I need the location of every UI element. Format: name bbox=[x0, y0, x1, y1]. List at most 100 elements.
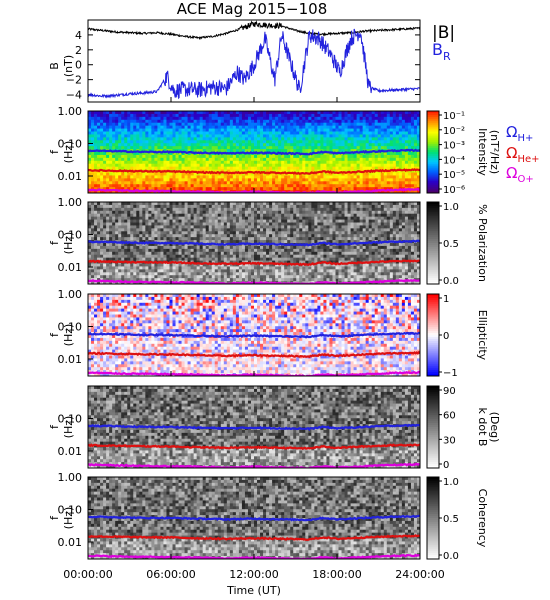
colorbar-tick-label: 10⁻⁴ bbox=[443, 155, 465, 166]
panel-2-ytick-label: 0.10 bbox=[58, 229, 83, 242]
x-axis-label: Time (UT) bbox=[226, 584, 281, 597]
x-tick-label: 18:00:00 bbox=[312, 568, 361, 581]
overlay-omega-he-line bbox=[88, 168, 420, 175]
legend-omega-he: ΩHe+ bbox=[506, 144, 540, 165]
panel-4-ylabel-line1: f bbox=[48, 424, 61, 429]
panel-3-image bbox=[88, 294, 420, 376]
colorbar-tick-label: 60 bbox=[443, 411, 456, 422]
panel-5-ylabel-line1: f bbox=[48, 515, 61, 520]
panel-4-ytick-label: 0.10 bbox=[58, 413, 83, 426]
overlay-omega-he-line bbox=[88, 350, 420, 359]
panel-1-image bbox=[88, 111, 420, 193]
panel-1-ytick-label: 1.00 bbox=[58, 105, 83, 118]
panel-4-k-dot-b: f (Hz) 0.01 0.10 0 30 60 90 k dot B (Deg) bbox=[48, 385, 501, 471]
panel-3-colorbar: −1 0 1 Ellipticity bbox=[426, 293, 489, 379]
colorbar-frame bbox=[426, 110, 440, 194]
legend-gyrofrequencies: ΩH+ ΩHe+ ΩO+ bbox=[506, 123, 540, 185]
chart-title: ACE Mag 2015−108 bbox=[177, 0, 328, 18]
panel-3-ytick-label: 1.00 bbox=[58, 288, 83, 301]
colorbar-tick-label: 10⁻⁵ bbox=[443, 170, 465, 181]
colorbar-label: Ellipticity bbox=[476, 310, 489, 361]
panel-0-ytick-label: 2 bbox=[75, 44, 82, 57]
panel-5-ylabel-line2: (Hz) bbox=[62, 507, 75, 530]
colorbar-tick-label: 30 bbox=[443, 435, 456, 446]
colorbar-tick-label: 0 bbox=[443, 331, 449, 342]
panel-2-image bbox=[88, 202, 420, 284]
colorbar-label: % Polarization bbox=[476, 204, 489, 282]
panel-5-colorbar: 0.0 0.5 1.0 Coherency bbox=[426, 476, 489, 562]
legend-b-magnitude: |B| bbox=[432, 23, 455, 43]
colorbar-tick-label: 10⁻⁶ bbox=[443, 185, 465, 196]
overlay-omega-he-line bbox=[88, 259, 420, 267]
series-b-r-line bbox=[88, 28, 420, 100]
x-tick-label: 06:00:00 bbox=[146, 568, 195, 581]
panel-0-ytick-label: 0 bbox=[75, 59, 82, 72]
panel-3-ellipticity: f (Hz) 0.01 0.10 1.00 −1 0 1 Ellipticity bbox=[48, 288, 489, 379]
panel-3-ylabel-line2: (Hz) bbox=[62, 324, 75, 347]
overlay-omega-h-line bbox=[88, 239, 420, 247]
overlay-omega-h-line bbox=[88, 423, 420, 431]
panel-2-colorbar: 0.0 0.5 1.0 % Polarization bbox=[426, 201, 489, 287]
panel-4-image bbox=[88, 386, 420, 468]
colorbar-tick-label: 0.5 bbox=[443, 514, 459, 525]
x-tick-label: 12:00:00 bbox=[229, 568, 278, 581]
panel-3-ytick-label: 0.01 bbox=[58, 353, 83, 366]
panel-4-ylabel-line2: (Hz) bbox=[62, 416, 75, 439]
panel-2-ytick-label: 1.00 bbox=[58, 196, 83, 209]
panel-2-ytick-label: 0.01 bbox=[58, 261, 83, 274]
overlay-omega-h-line bbox=[88, 148, 420, 156]
colorbar-tick-label: 10⁻² bbox=[443, 126, 465, 137]
colorbar-frame bbox=[426, 385, 440, 469]
colorbar-label: (Deg) bbox=[488, 412, 501, 443]
panel-1-intensity: f (Hz)0.010.101.00 10⁻¹10⁻²10⁻³10⁻⁴10⁻⁵10⁻… bbox=[48, 105, 501, 196]
overlay-omega-he-line bbox=[88, 534, 420, 542]
legend-omega-h: ΩH+ bbox=[506, 123, 533, 144]
colorbar-tick-label: 10⁻³ bbox=[443, 141, 465, 152]
colorbar-label: Intensity bbox=[476, 128, 489, 176]
panel-4-colorbar: 0 30 60 90 k dot B (Deg) bbox=[426, 385, 501, 471]
panel-3-ytick-label: 0.10 bbox=[58, 321, 83, 334]
overlay-omega-he-line bbox=[88, 443, 420, 451]
x-tick-label: 00:00:00 bbox=[63, 568, 112, 581]
overlay-omega-h-line bbox=[88, 514, 420, 522]
colorbar-label: Coherency bbox=[476, 489, 489, 548]
colorbar-tick-label: 0.0 bbox=[443, 551, 459, 562]
legend-b-r: BR bbox=[432, 40, 451, 63]
panel-3-ylabel-line1: f bbox=[48, 332, 61, 337]
colorbar-tick-label: 0 bbox=[443, 460, 449, 471]
panel-2---polarization: f (Hz) 0.01 0.10 1.00 0.0 0.5 1.0 % Polarization bbox=[48, 196, 489, 287]
overlay-omega-h-line bbox=[88, 331, 420, 339]
panel-0-ytick-label: −4 bbox=[66, 89, 82, 102]
colorbar-tick-label: −1 bbox=[443, 368, 458, 379]
panel-5-ytick-label: 0.01 bbox=[58, 536, 83, 549]
colorbar-label: (nT²/Hz) bbox=[488, 130, 501, 174]
panel-5-ytick-label: 0.10 bbox=[58, 504, 83, 517]
colorbar-tick-label: 10⁻¹ bbox=[443, 111, 465, 122]
panel-1-ylabel-line2: (Hz) bbox=[62, 141, 75, 164]
legend-b-r-sub: R bbox=[443, 50, 451, 63]
panel-0-ytick-label: 4 bbox=[75, 29, 82, 42]
legend-omega-o: ΩO+ bbox=[506, 164, 534, 185]
panel-4-ytick-label: 0.01 bbox=[58, 445, 83, 458]
panel-1-ylabel-line1: f bbox=[48, 149, 61, 154]
x-tick-label: 24:00:00 bbox=[395, 568, 444, 581]
colorbar-tick-label: 1 bbox=[443, 294, 449, 305]
colorbar-tick-label: 1.0 bbox=[443, 202, 459, 213]
colorbar-tick-label: 1.0 bbox=[443, 477, 459, 488]
colorbar-tick-label: 0.0 bbox=[443, 276, 459, 287]
panel-5-coherency: f (Hz) 0.01 0.10 1.00 0.0 0.5 1.0 Coherency bbox=[48, 471, 489, 562]
panel-0-ytick-label: −2 bbox=[66, 74, 82, 87]
panel-1-ytick-label: 0.10 bbox=[58, 138, 83, 151]
panel-0-ylabel-line1: B bbox=[48, 62, 61, 70]
panel-5-ytick-label: 1.00 bbox=[58, 471, 83, 484]
colorbar-label: k dot B bbox=[476, 408, 489, 447]
panel-5-image bbox=[88, 477, 420, 559]
panel-2-ylabel-line1: f bbox=[48, 240, 61, 245]
colorbar-tick-label: 90 bbox=[443, 386, 456, 397]
panel-1-colorbar: 10⁻¹ 10⁻² 10⁻³ 10⁻⁴ 10⁻⁵ 10⁻⁶ Intensity (nT²/Hz… bbox=[426, 110, 501, 196]
legend-b-r-main: B bbox=[432, 40, 443, 59]
panel-0-ylabel-line2: (nT) bbox=[62, 55, 75, 77]
series-b-magnitude-line bbox=[88, 20, 420, 40]
colorbar-tick-label: 0.5 bbox=[443, 239, 459, 250]
